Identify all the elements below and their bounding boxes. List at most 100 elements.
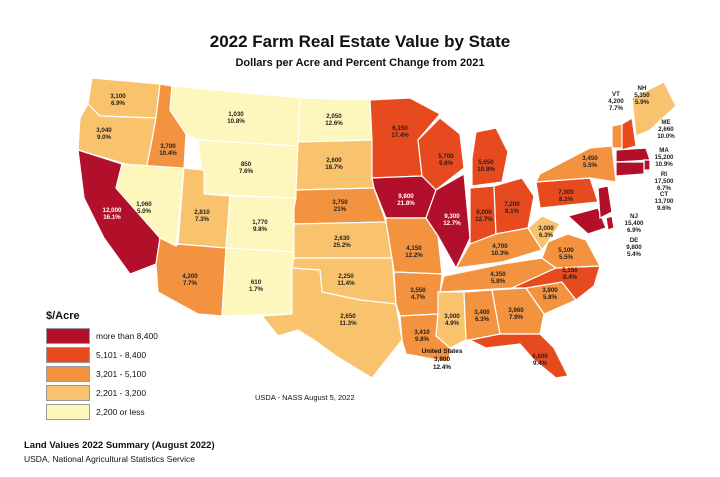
state-change: 9.4% (533, 360, 548, 367)
state-value: 3,800 (542, 287, 558, 294)
state-change: 1.7% (249, 286, 264, 293)
state-abbrev: ME (661, 119, 670, 126)
legend-item: 3,201 - 5,100 (46, 364, 158, 383)
state-change: 10.0% (657, 133, 675, 140)
state-value: 2,250 (338, 273, 354, 280)
state-value: 3,550 (410, 287, 426, 294)
state-value: 7,300 (558, 189, 574, 196)
state-change: 5.8% (491, 278, 506, 285)
state-change: 11.3% (339, 320, 357, 327)
legend-item: 2,200 or less (46, 402, 158, 421)
state-abbrev: RI (661, 171, 667, 178)
state-abbrev: VT (612, 91, 620, 98)
state-value: 1,770 (252, 219, 268, 226)
state-change: 5.0% (137, 208, 152, 215)
state-mi (471, 127, 509, 187)
state-value: 1,060 (136, 201, 152, 208)
legend-swatch (46, 384, 90, 401)
legend-label: 5,101 - 8,400 (96, 349, 147, 360)
state-value: 4,700 (492, 243, 508, 250)
state-change: 9.1% (505, 208, 520, 215)
state-md (566, 207, 607, 235)
state-value: 4,200 (182, 273, 198, 280)
state-nh (621, 117, 637, 151)
state-de (605, 215, 615, 231)
state-change: 10.3% (491, 250, 509, 257)
state-value: 1,030 (228, 111, 244, 118)
state-wi (417, 117, 465, 191)
state-vt (611, 123, 623, 149)
state-value: 6,150 (392, 125, 408, 132)
state-change: 21% (334, 206, 347, 213)
state-value: 4,200 (608, 98, 624, 105)
state-value: 12,000 (103, 207, 122, 214)
state-change: 4.7% (411, 294, 426, 301)
state-value: 6,600 (532, 353, 548, 360)
state-change: 6.9% (627, 227, 642, 234)
state-change: 8.4% (563, 274, 578, 281)
state-value: 9,300 (444, 213, 460, 220)
state-change: 21.8% (397, 200, 415, 207)
state-value: 2,630 (334, 235, 350, 242)
legend-label: more than 8,400 (96, 330, 158, 341)
state-change: 9.6% (657, 205, 672, 212)
state-value: 3,450 (582, 155, 598, 162)
state-change: 12.6% (325, 120, 343, 127)
state-change: 10.9% (655, 161, 673, 168)
state-change: 16.1% (103, 214, 121, 221)
state-change: 5.9% (635, 99, 650, 106)
state-change: 5.5% (559, 254, 574, 261)
legend-label: 3,201 - 5,100 (96, 368, 147, 379)
state-ny (534, 145, 617, 183)
state-change: 7.9% (509, 314, 524, 321)
state-value: 3,100 (110, 93, 126, 100)
state-change: 7.3% (195, 216, 210, 223)
state-value: 9,800 (626, 244, 642, 251)
state-value: 13,700 (655, 198, 674, 205)
source-note: USDA - NASS August 5, 2022 (255, 393, 355, 402)
state-change: 9.8% (253, 226, 268, 233)
state-value: 3,750 (332, 199, 348, 206)
state-nj (597, 185, 613, 219)
state-me (631, 81, 677, 137)
legend-swatch (46, 403, 90, 420)
state-change: 4.9% (445, 320, 460, 327)
state-change: 10.8% (227, 118, 245, 125)
state-value: 5,100 (558, 247, 574, 254)
state-value: 2,600 (326, 157, 342, 164)
state-value: 9,800 (398, 193, 414, 200)
footer-agency: USDA, National Agricultural Statistics S… (24, 454, 196, 464)
map-title: 2022 Farm Real Estate Value by State (209, 32, 511, 51)
state-change: 7.7% (609, 105, 624, 112)
state-change: 12.7% (443, 220, 461, 227)
state-tx (260, 267, 403, 378)
legend-swatch (46, 327, 90, 344)
state-value: 610 (251, 279, 262, 286)
